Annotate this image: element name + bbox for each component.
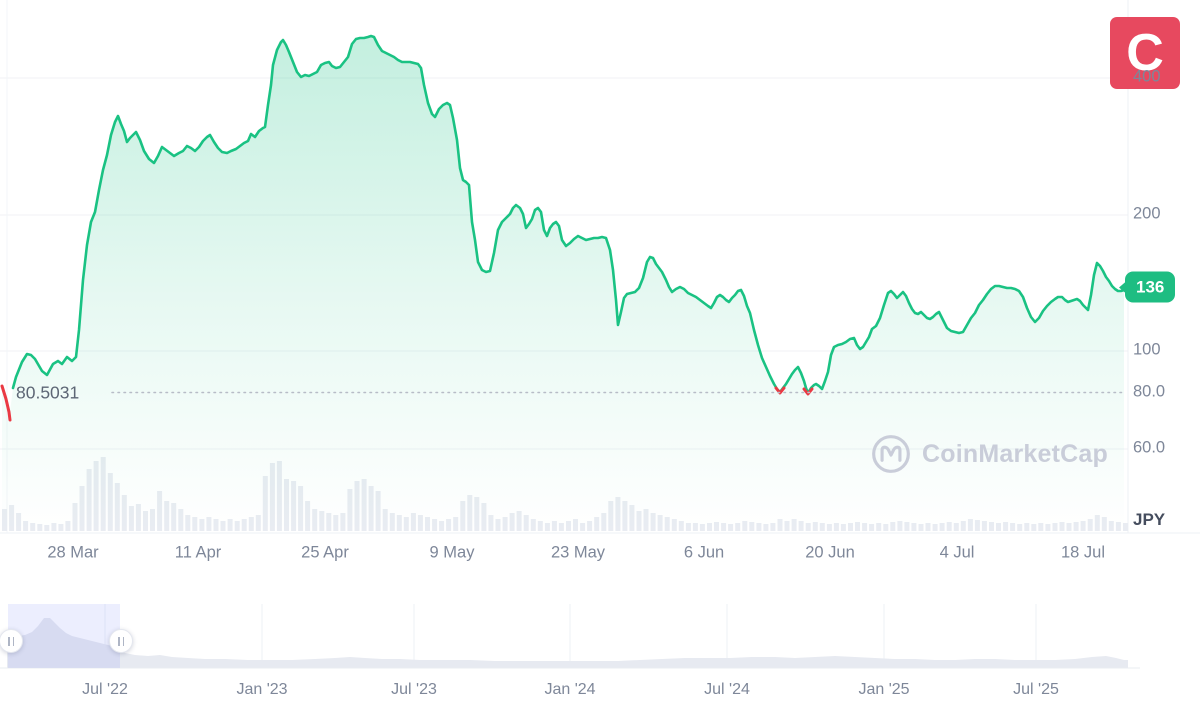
price-line	[11, 34, 1126, 395]
timeline-tick: Jan '25	[858, 681, 910, 698]
x-axis-tick: 23 May	[550, 543, 606, 562]
atl-value-label: 80.5031	[16, 382, 80, 403]
x-axis-tick: 9 May	[429, 543, 475, 562]
brush-timeline	[0, 604, 1140, 669]
brush-handle-right[interactable]	[109, 629, 133, 653]
brush-handle-left[interactable]	[0, 629, 23, 653]
brush-mini-chart	[7, 618, 1128, 668]
handle-grip-icon	[118, 636, 124, 646]
y-axis-tick: 400	[1133, 67, 1161, 86]
y-axis-tick: 100	[1133, 340, 1161, 359]
x-axis-tick: 25 Apr	[301, 543, 349, 562]
x-axis-tick: 20 Jun	[805, 543, 855, 562]
timeline-tick: Jul '25	[1013, 681, 1059, 698]
timeline-tick: Jul '22	[82, 681, 128, 698]
x-axis-tick: 11 Apr	[174, 543, 222, 562]
current-price-badge: 136	[1125, 271, 1176, 303]
y-axis-tick: 200	[1133, 204, 1161, 223]
coinmarketcap-logo-icon	[870, 433, 912, 475]
handle-grip-icon	[8, 636, 14, 646]
price-area	[2, 36, 1124, 531]
x-axis-tick: 6 Jun	[683, 543, 725, 562]
watermark-text: CoinMarketCap	[922, 439, 1108, 468]
brush-selection[interactable]	[8, 604, 120, 668]
timeline-tick: Jan '23	[236, 681, 288, 698]
x-axis-tick: 4 Jul	[939, 543, 975, 562]
timeline-tick: Jan '24	[544, 681, 596, 698]
x-axis-tick: 28 Mar	[47, 543, 99, 562]
currency-label: JPY	[1133, 510, 1166, 529]
x-axis-tick: 18 Jul	[1060, 543, 1106, 562]
y-axis-tick: 60.0	[1133, 438, 1166, 457]
site-logo: C	[1110, 17, 1180, 89]
timeline-tick: Jul '24	[704, 681, 750, 698]
y-axis-tick: 80.0	[1133, 382, 1166, 401]
coinmarketcap-watermark: CoinMarketCap	[870, 433, 1108, 475]
timeline-tick: Jul '23	[391, 681, 437, 698]
